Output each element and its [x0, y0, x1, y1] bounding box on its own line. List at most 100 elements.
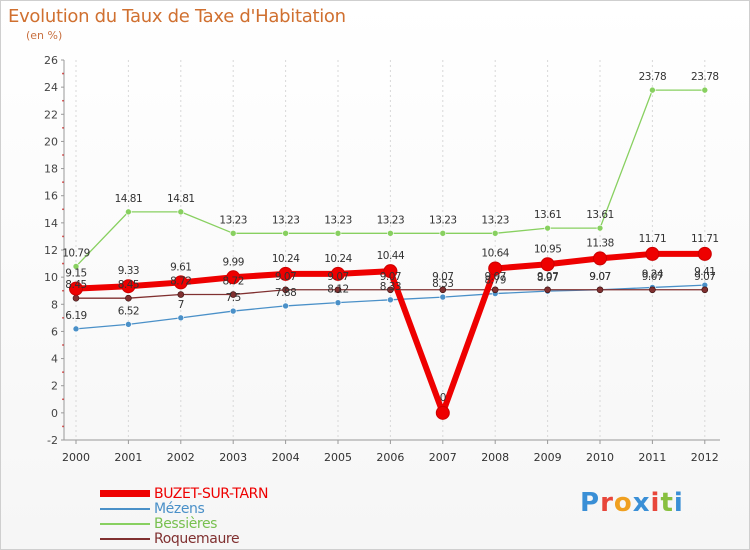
data-label: 9.24 — [642, 268, 664, 280]
chart-legend: BUZET-SUR-TARN Mézens Bessières Roquemaure — [100, 485, 269, 547]
y-minor-tick — [62, 126, 64, 129]
data-point — [125, 321, 132, 328]
data-label: 6.19 — [65, 310, 86, 322]
y-minor-tick — [62, 235, 64, 238]
data-point — [544, 224, 551, 232]
legend-label: Bessières — [154, 515, 218, 532]
x-tick-label: 2010 — [586, 451, 614, 464]
data-label: 9.07 — [694, 271, 715, 283]
data-label: 9.99 — [223, 256, 244, 268]
data-label: 13.23 — [481, 214, 509, 226]
data-point — [697, 246, 712, 261]
y-tick-label: 22 — [44, 108, 58, 121]
y-minor-tick — [62, 208, 64, 211]
data-point — [72, 325, 80, 333]
data-point — [72, 263, 80, 270]
data-point — [649, 286, 656, 294]
data-point — [491, 230, 499, 237]
data-label: 8.79 — [485, 275, 506, 287]
data-point — [649, 86, 656, 94]
proxiti-logo: Proxiti — [580, 488, 684, 518]
data-label: 8.45 — [118, 279, 139, 291]
data-label: 14.81 — [167, 193, 195, 205]
data-point — [701, 86, 709, 94]
data-label: 23.78 — [639, 71, 667, 83]
data-point — [387, 286, 394, 294]
legend-swatch — [100, 507, 150, 510]
y-tick-label: 14 — [44, 217, 58, 230]
data-label: 9.41 — [694, 266, 715, 278]
data-point — [439, 286, 447, 294]
data-point — [488, 261, 503, 276]
data-point — [226, 270, 241, 285]
x-tick-label: 2011 — [638, 451, 666, 464]
x-tick-label: 2009 — [534, 451, 562, 464]
legend-label: Roquemaure — [154, 530, 240, 547]
logo-letter: t — [660, 488, 674, 518]
data-point — [645, 246, 660, 261]
data-point — [229, 307, 237, 315]
logo-letter: i — [650, 488, 661, 518]
data-label: 10.24 — [272, 253, 300, 265]
data-label: 6.52 — [118, 305, 139, 317]
data-label: 8.12 — [327, 284, 348, 296]
data-label: 13.23 — [324, 214, 352, 226]
y-tick-label: 24 — [44, 81, 58, 94]
data-label: 8.72 — [170, 276, 191, 288]
data-point — [540, 257, 555, 272]
data-point — [383, 264, 398, 279]
data-point — [334, 230, 342, 237]
data-label: 9.07 — [642, 271, 663, 283]
x-tick-label: 2000 — [62, 451, 90, 464]
data-point — [177, 314, 185, 322]
chart-subtitle: (en %) — [26, 29, 63, 42]
y-minor-tick — [62, 289, 64, 292]
y-tick-label: 0 — [51, 407, 58, 420]
x-tick-label: 2006 — [376, 451, 404, 464]
legend-label: BUZET-SUR-TARN — [154, 485, 269, 502]
legend-item: BUZET-SUR-TARN — [100, 485, 269, 502]
y-minor-tick — [62, 398, 64, 401]
y-tick-label: 18 — [44, 163, 58, 176]
y-minor-tick — [62, 262, 64, 265]
data-label: 11.38 — [586, 237, 614, 249]
data-label: 13.23 — [219, 214, 247, 226]
logo-letter: i — [673, 488, 684, 518]
y-minor-tick — [62, 154, 64, 156]
data-label: 23.78 — [691, 71, 719, 83]
data-label: 9.33 — [118, 265, 139, 277]
y-minor-tick — [62, 72, 64, 75]
data-label: 13.23 — [377, 214, 405, 226]
y-tick-label: 12 — [44, 244, 58, 257]
logo-letter: r — [600, 488, 614, 518]
y-tick-label: 26 — [44, 54, 58, 67]
data-point — [282, 302, 289, 310]
y-tick-label: 16 — [44, 190, 58, 203]
data-point — [596, 224, 604, 232]
y-minor-tick — [62, 181, 64, 184]
x-tick-label: 2012 — [691, 451, 719, 464]
data-point — [229, 291, 237, 298]
y-tick-label: 20 — [44, 135, 58, 148]
data-point — [69, 281, 83, 296]
data-label: 8.53 — [432, 278, 453, 290]
data-label: 0 — [440, 392, 446, 404]
data-label: 9.07 — [537, 271, 558, 283]
data-label: 9.07 — [327, 271, 348, 283]
data-label: 13.61 — [534, 209, 562, 221]
legend-swatch — [100, 537, 150, 540]
data-point — [439, 293, 447, 301]
data-label: 10.79 — [62, 247, 90, 259]
data-label: 8.97 — [537, 272, 558, 284]
data-point — [596, 286, 604, 294]
data-label: 7.88 — [275, 287, 296, 299]
legend-item: Roquemaure — [100, 530, 268, 547]
data-point — [278, 266, 293, 281]
data-label: 8.33 — [380, 281, 401, 293]
x-tick-label: 2008 — [481, 451, 509, 464]
data-point — [544, 286, 551, 294]
legend-item: Mézens — [100, 501, 268, 517]
data-point — [282, 286, 289, 294]
